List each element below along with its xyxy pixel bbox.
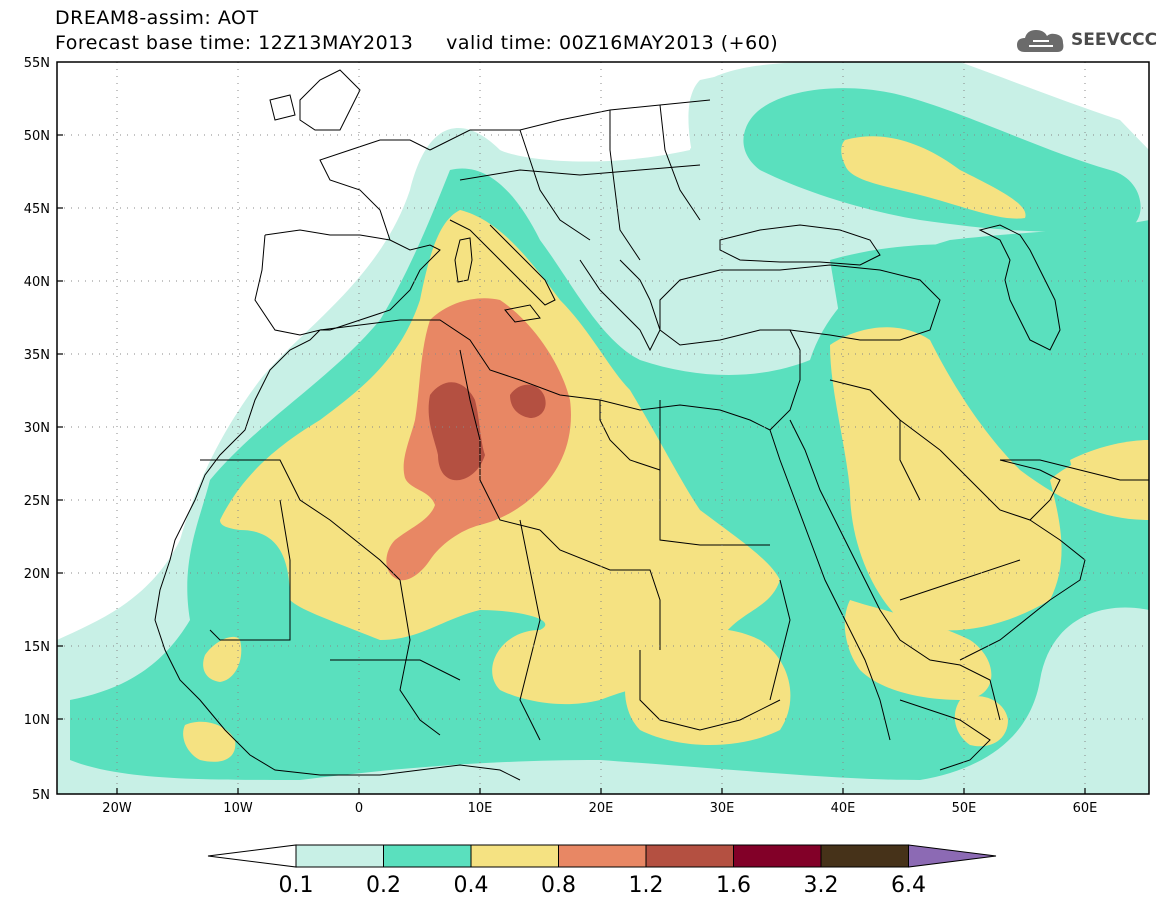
- lat-label: 30N: [24, 421, 50, 436]
- colorbar-label: 1.6: [716, 873, 751, 898]
- colorbar-label: 3.2: [804, 873, 839, 898]
- colorbar: [207, 844, 997, 868]
- lat-label: 10N: [24, 713, 50, 728]
- map-frame: [56, 61, 1150, 795]
- lon-label: 0: [355, 801, 363, 816]
- colorbar-bin-0.4-0.8: [470, 844, 559, 868]
- forecast-time-info: Forecast base time: 12Z13MAY2013 valid t…: [55, 32, 779, 54]
- lon-label: 60E: [1073, 801, 1098, 816]
- aot-band-0.4-0.8-north: [841, 136, 1026, 219]
- lat-label: 35N: [24, 348, 50, 363]
- lat-label: 40N: [24, 275, 50, 290]
- lat-label: 45N: [24, 202, 50, 217]
- aot-band-1.2-1.6-east: [510, 384, 546, 418]
- lat-label: 55N: [24, 56, 50, 71]
- lat-label: 5N: [32, 788, 50, 803]
- colorbar-label: 0.1: [279, 873, 314, 898]
- lon-label: 10W: [223, 801, 253, 816]
- aot-band-0.2-0.4-caspian: [830, 244, 1149, 433]
- lat-label: 25N: [24, 494, 50, 509]
- aot-band-1.2-1.6-west: [428, 382, 485, 481]
- colorbar-bin-1.6-3.2: [733, 844, 822, 868]
- colorbar-bin-3.2-6.4: [820, 844, 909, 868]
- colorbar-low-arrow: [207, 844, 297, 868]
- seevccc-logo: SEEVCCC: [1015, 20, 1157, 60]
- lon-label: 40E: [831, 801, 856, 816]
- tick-marks: [57, 134, 1086, 794]
- colorbar-label: 0.8: [541, 873, 576, 898]
- colorbar-bin-0.8-1.2: [558, 844, 647, 868]
- aot-band-0.4-0.8-arabia: [830, 327, 1149, 631]
- lon-label: 20E: [589, 801, 614, 816]
- colorbar-high-arrow: [908, 844, 997, 868]
- colorbar-bin-1.2-1.6: [645, 844, 734, 868]
- aot-field: [57, 62, 1149, 794]
- cloud-icon: [1017, 30, 1064, 52]
- colorbar-label: 0.2: [366, 873, 401, 898]
- lon-label: 20W: [102, 801, 132, 816]
- coastlines: [154, 69, 1149, 781]
- latitude-labels: 55N 50N 45N 40N 35N 30N 25N 20N 15N 10N …: [24, 56, 50, 803]
- lon-label: 30E: [710, 801, 735, 816]
- colorbar-label: 1.2: [629, 873, 664, 898]
- colorbar-label: 6.4: [891, 873, 926, 898]
- colorbar-labels: 0.1 0.2 0.4 0.8 1.2 1.6 3.2 6.4: [279, 873, 927, 898]
- longitude-labels: 20W 10W 0 10E 20E 30E 40E 50E 60E: [102, 801, 1097, 816]
- logo-text: SEEVCCC: [1071, 30, 1158, 50]
- aot-band-0.4-0.8-somalia: [954, 696, 1008, 747]
- lon-label: 50E: [952, 801, 977, 816]
- lat-label: 20N: [24, 567, 50, 582]
- colorbar-bin-0.2-0.4: [383, 844, 472, 868]
- aot-band-0.4-0.8-oman: [1070, 440, 1149, 492]
- lat-label: 15N: [24, 640, 50, 655]
- colorbar-label: 0.4: [454, 873, 489, 898]
- aot-band-0.4-0.8-liberia: [183, 721, 236, 762]
- colorbar-bin-0.1-0.2: [295, 844, 384, 868]
- aot-band-0.4-0.8-guinea: [203, 636, 242, 682]
- aot-band-0.4-0.8-yemen: [844, 600, 992, 700]
- lon-label: 10E: [468, 801, 493, 816]
- lat-label: 50N: [24, 129, 50, 144]
- map-title: DREAM8-assim: AOT: [55, 7, 259, 29]
- graticule: [57, 62, 1149, 794]
